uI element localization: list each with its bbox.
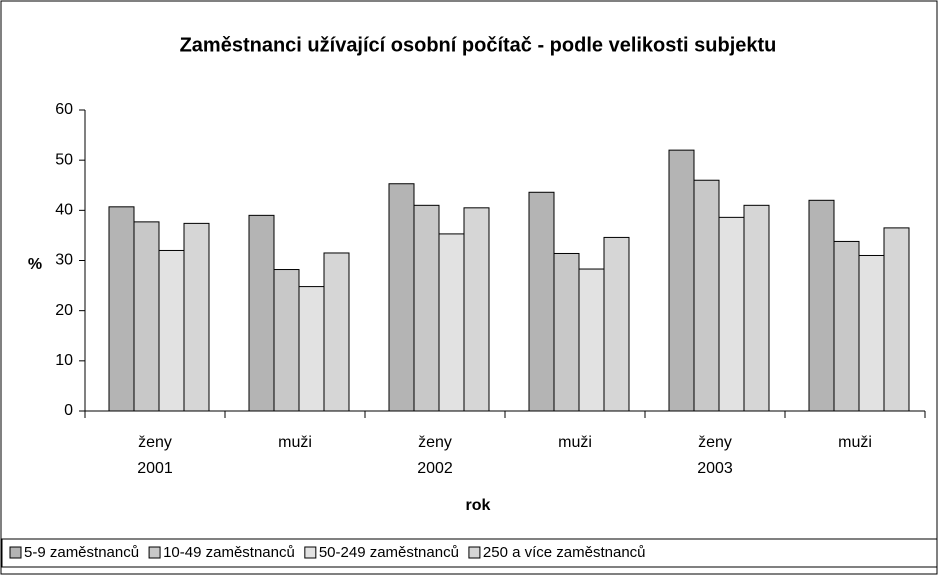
y-tick-label: 50 bbox=[55, 151, 73, 168]
chart-title: Zaměstnanci užívající osobní počítač - p… bbox=[180, 34, 777, 56]
bar bbox=[553, 252, 580, 412]
bar bbox=[578, 268, 605, 412]
x-group-label: 2003 bbox=[697, 460, 733, 477]
bar bbox=[323, 252, 350, 412]
x-tick-label: ženy bbox=[698, 434, 732, 451]
legend-swatch bbox=[9, 546, 22, 559]
x-group-label: 2001 bbox=[137, 460, 173, 477]
bar bbox=[413, 204, 440, 412]
bar bbox=[273, 269, 300, 412]
bar bbox=[183, 222, 210, 412]
bar bbox=[528, 191, 555, 412]
legend-label: 10-49 zaměstnanců bbox=[163, 544, 295, 561]
x-axis-title: rok bbox=[466, 497, 491, 514]
bar bbox=[693, 179, 720, 412]
y-tick-label: 20 bbox=[55, 302, 73, 319]
y-tick-label: 0 bbox=[64, 402, 73, 419]
bar bbox=[858, 254, 885, 412]
bar bbox=[668, 149, 695, 412]
legend-swatch bbox=[468, 546, 481, 559]
x-tick-label: muži bbox=[558, 434, 592, 451]
bar bbox=[833, 240, 860, 412]
bar bbox=[808, 199, 835, 412]
y-tick-label: 40 bbox=[55, 202, 73, 219]
x-group-label: 2002 bbox=[417, 460, 453, 477]
bar bbox=[388, 183, 415, 412]
y-axis-title: % bbox=[28, 256, 42, 273]
bar bbox=[603, 236, 630, 412]
bar bbox=[718, 216, 745, 412]
legend-label: 250 a více zaměstnanců bbox=[483, 544, 646, 561]
bar bbox=[883, 227, 910, 412]
y-tick-label: 30 bbox=[55, 252, 73, 269]
legend-swatch bbox=[304, 546, 317, 559]
x-tick-label: muži bbox=[838, 434, 872, 451]
bar bbox=[248, 214, 275, 412]
legend-swatch bbox=[148, 546, 161, 559]
y-tick-label: 60 bbox=[55, 101, 73, 118]
bar bbox=[108, 206, 135, 412]
x-tick-label: ženy bbox=[418, 434, 452, 451]
legend-label: 5-9 zaměstnanců bbox=[24, 544, 139, 561]
x-tick-label: ženy bbox=[138, 434, 172, 451]
bar bbox=[438, 233, 465, 412]
legend-label: 50-249 zaměstnanců bbox=[319, 544, 459, 561]
bar bbox=[463, 207, 490, 412]
x-tick-label: muži bbox=[278, 434, 312, 451]
bar bbox=[298, 286, 325, 412]
bar bbox=[743, 204, 770, 412]
bar bbox=[158, 249, 185, 412]
bar bbox=[133, 221, 160, 412]
y-tick-label: 10 bbox=[55, 352, 73, 369]
